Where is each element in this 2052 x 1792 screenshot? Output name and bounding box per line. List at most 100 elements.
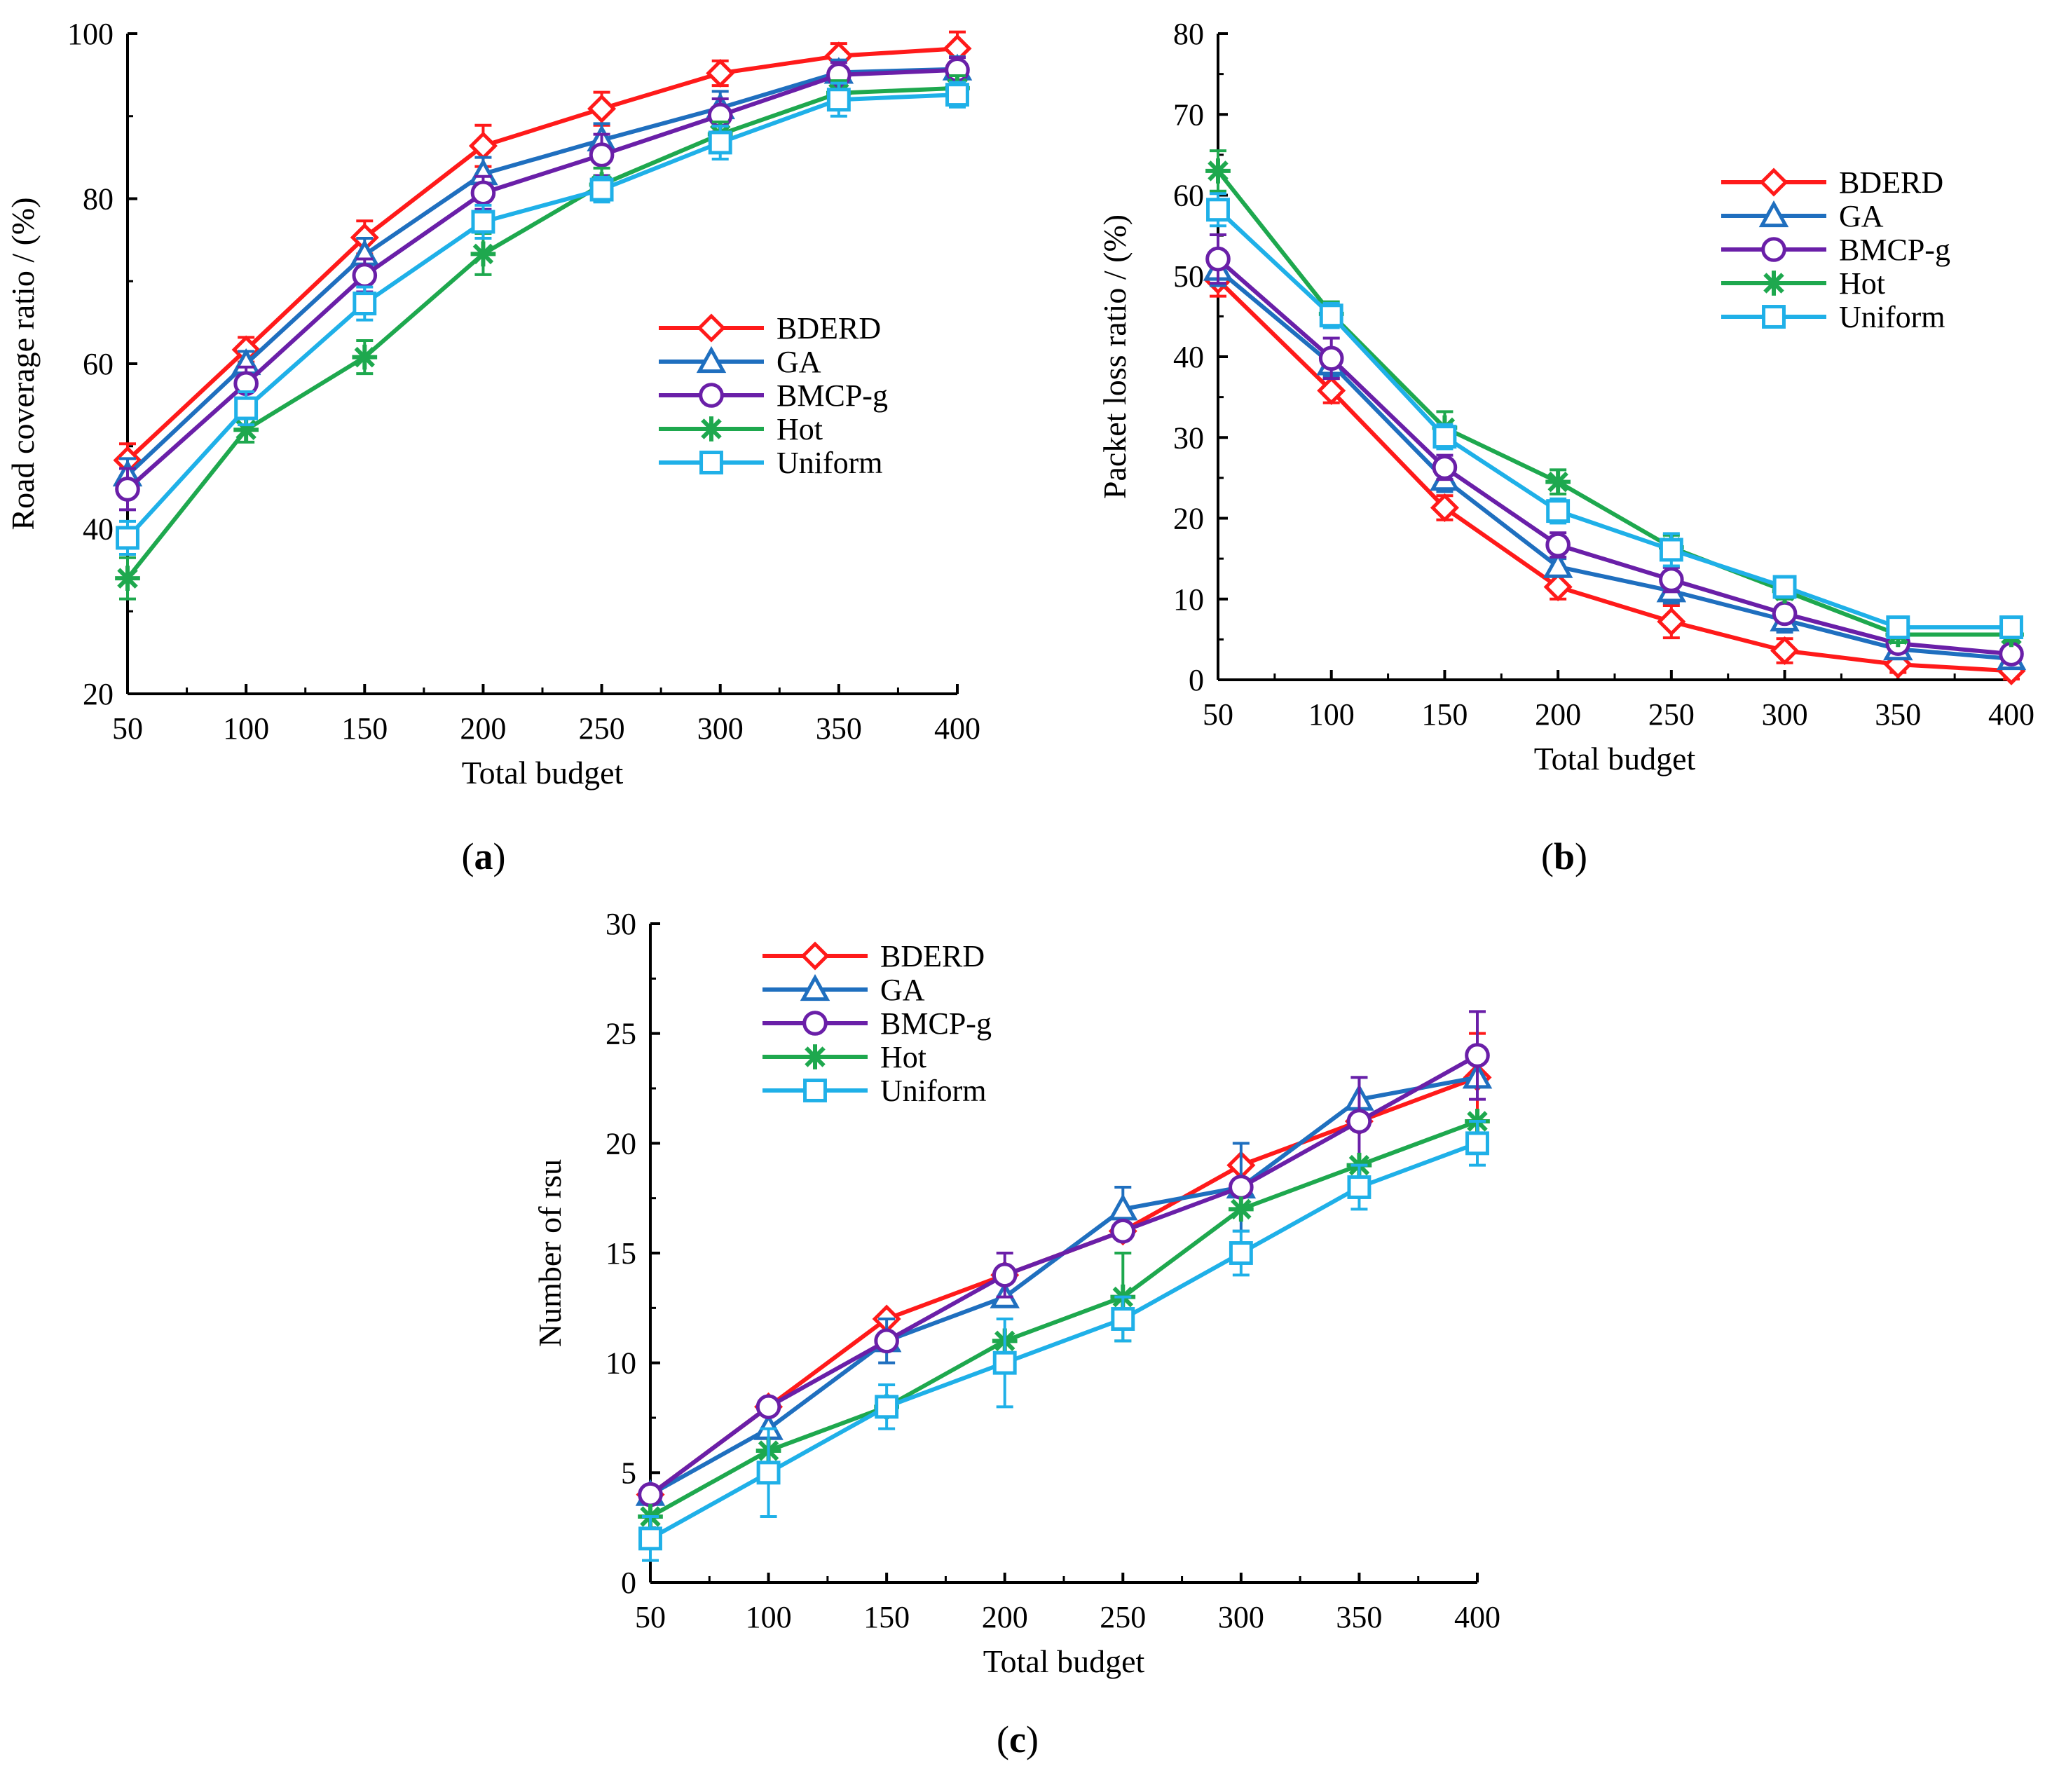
chart-panel-a: 20 40 60 80 100 50 100 150 200 250 300 350 400 Total …: [5, 17, 980, 877]
legend-item-bmcp-g: BMCP-g: [659, 378, 888, 413]
data-point-bderd-5: [706, 58, 735, 88]
panel-label: (a): [462, 835, 506, 877]
legend-label: BDERD: [777, 311, 881, 346]
data-point-bderd-2: [1430, 493, 1459, 523]
data-point-uniform-1: [756, 1461, 781, 1485]
legend-item-uniform: Uniform: [659, 446, 883, 480]
x-tick-label: 300: [697, 711, 744, 746]
legend-label: GA: [880, 973, 925, 1007]
data-point-bmcp-g-2: [352, 263, 378, 288]
legend-label: GA: [777, 345, 821, 379]
data-point-uniform-2: [875, 1395, 899, 1419]
data-point-uniform-7: [1999, 615, 2023, 640]
data-point-legend-uniform-4: [803, 1079, 827, 1102]
x-axis-title: Total budget: [1534, 741, 1696, 777]
y-axis-title: Packet loss ratio / (%): [1097, 214, 1133, 499]
data-point-legend-hot-3: [699, 416, 724, 442]
data-point-hot-2: [352, 344, 378, 370]
data-point-uniform-6: [1886, 615, 1910, 640]
series-line-uniform: [125, 93, 958, 540]
y-tick-label: 5: [621, 1456, 636, 1490]
data-point-bmcp-g-4: [589, 142, 615, 167]
data-point-uniform-2: [353, 292, 377, 315]
x-tick-label: 250: [1648, 697, 1695, 732]
data-point-legend-bmcp-g-2: [699, 383, 724, 408]
legend-label: Hot: [777, 412, 823, 446]
data-point-legend-hot-3: [1761, 271, 1786, 296]
legend-item-hot: Hot: [762, 1040, 926, 1074]
x-tick-label: 250: [579, 711, 625, 746]
data-point-uniform-2: [1432, 425, 1457, 449]
y-tick-label: 10: [1173, 582, 1204, 617]
data-point-legend-uniform-4: [699, 451, 723, 474]
data-point-legend-bderd-0: [800, 941, 830, 971]
x-axis-title: Total budget: [983, 1643, 1145, 1679]
data-point-bderd-4: [587, 94, 617, 123]
y-axis-title: Number of rsu: [532, 1159, 568, 1347]
data-point-uniform-4: [1659, 538, 1683, 562]
data-point-bmcp-g-0: [115, 477, 140, 502]
y-tick-label: 30: [1173, 420, 1204, 455]
data-point-legend-ga-1: [800, 973, 830, 1001]
y-tick-label: 50: [1173, 259, 1204, 294]
data-point-uniform-1: [1319, 303, 1343, 328]
y-tick-label: 30: [606, 907, 636, 941]
x-tick-label: 200: [982, 1600, 1028, 1634]
data-point-bmcp-g-7: [1465, 1043, 1490, 1068]
x-tick-label: 100: [1308, 697, 1355, 732]
series-uniform: [638, 1120, 1489, 1562]
data-point-uniform-3: [1546, 499, 1571, 524]
series-line-bmcp-g: [649, 1053, 1479, 1497]
y-tick-label: 10: [606, 1346, 636, 1381]
series-line-ga: [125, 67, 958, 477]
x-tick-label: 50: [112, 711, 143, 746]
data-point-legend-ga-1: [1758, 200, 1789, 228]
data-point-bmcp-g-1: [1318, 346, 1344, 371]
data-point-bmcp-g-6: [1346, 1109, 1372, 1134]
legend-item-bderd: BDERD: [762, 939, 985, 973]
data-point-uniform-7: [945, 83, 969, 107]
legend-item-bmcp-g: BMCP-g: [1721, 233, 1950, 267]
x-axis-title: Total budget: [462, 755, 624, 791]
data-point-bmcp-g-3: [1545, 532, 1571, 558]
series-line-hot: [649, 1119, 1479, 1519]
series-uniform: [116, 81, 969, 556]
data-point-legend-bmcp-g-2: [1761, 237, 1786, 262]
legend-label: Uniform: [777, 446, 883, 480]
data-point-bmcp-g-5: [1772, 601, 1798, 627]
legend-item-uniform: Uniform: [1721, 300, 1945, 334]
data-point-bmcp-g-2: [874, 1328, 899, 1354]
data-point-bderd-3: [1543, 572, 1573, 601]
legend-label: BMCP-g: [880, 1006, 992, 1041]
legend-label: Uniform: [880, 1074, 987, 1108]
x-tick-label: 400: [1454, 1600, 1500, 1634]
data-point-uniform-5: [1772, 575, 1797, 599]
y-tick-label: 15: [606, 1236, 636, 1271]
legend-item-hot: Hot: [1721, 266, 1885, 301]
series-line-bderd: [125, 46, 958, 462]
data-point-bderd-4: [1657, 607, 1686, 636]
data-point-bmcp-g-3: [992, 1262, 1018, 1288]
y-tick-label: 40: [1173, 340, 1204, 374]
series-line-hot: [125, 86, 958, 580]
y-tick-label: 0: [1189, 663, 1204, 697]
series-uniform: [1206, 192, 2023, 640]
series-line-bderd: [1216, 278, 2012, 673]
data-point-hot-0: [115, 566, 140, 591]
y-tick-label: 0: [621, 1566, 636, 1600]
y-tick-label: 60: [1173, 179, 1204, 213]
data-point-hot-0: [1205, 158, 1231, 184]
data-point-uniform-7: [1465, 1131, 1489, 1156]
y-tick-label: 80: [1173, 17, 1204, 51]
data-point-uniform-5: [708, 130, 732, 155]
axes: 0 5 10 15 20 25 30 50 100 150 200 250 300 350 400: [606, 907, 1500, 1634]
legend-label: BDERD: [880, 939, 985, 973]
data-point-bderd-1: [1317, 376, 1346, 405]
legend-item-bmcp-g: BMCP-g: [762, 1006, 992, 1041]
panel-label: (c): [997, 1718, 1039, 1760]
axes: 0 10 20 30 40 50 60 70 80 50 100 150 200 250 300 350 400: [1173, 17, 2034, 732]
x-tick-label: 400: [1988, 697, 2034, 732]
data-point-bmcp-g-0: [1205, 246, 1231, 272]
